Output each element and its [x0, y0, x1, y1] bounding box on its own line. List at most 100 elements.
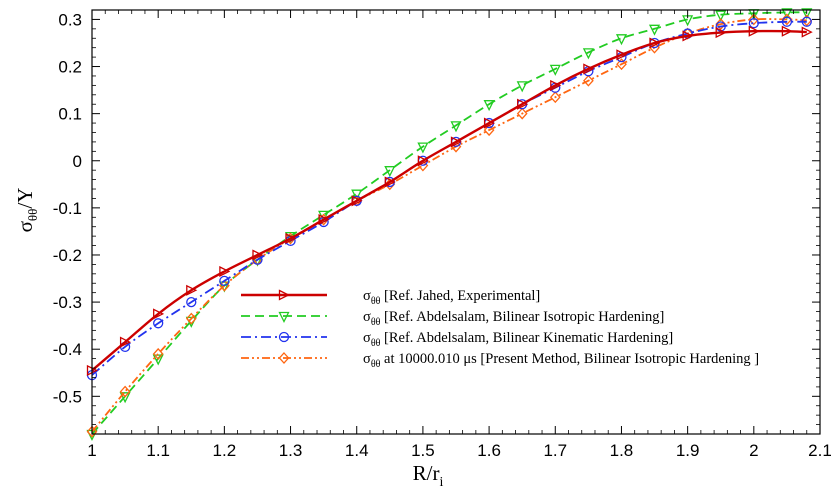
- y-tick-label: -0.1: [53, 199, 82, 218]
- x-tick-label: 1.6: [477, 441, 501, 460]
- x-tick-label: 2: [749, 441, 758, 460]
- data-point-jahed: [384, 176, 396, 188]
- legend-text: [Ref. Jahed, Experimental]: [380, 288, 540, 304]
- legend-symbol: σ: [363, 330, 371, 346]
- data-point-jahed: [781, 25, 793, 37]
- data-point-abd_iso: [582, 48, 594, 60]
- data-point-jahed: [219, 265, 231, 278]
- data-point-jahed: [483, 117, 496, 129]
- data-point-jahed: [417, 155, 429, 167]
- data-point-abd_iso: [483, 100, 495, 112]
- data-point-abd_iso: [648, 24, 661, 36]
- x-tick-label: 1.7: [543, 441, 567, 460]
- x-tick-label: 1: [87, 441, 96, 460]
- data-point-abd_kin: [186, 296, 197, 308]
- data-point-jahed: [351, 195, 363, 207]
- legend-symbol: σ: [363, 351, 371, 367]
- data-point-abd_iso: [516, 81, 528, 93]
- legend-subscript: θθ: [371, 296, 381, 307]
- x-axis-title: R/ri: [413, 461, 444, 490]
- data-point-abd_iso: [119, 392, 131, 404]
- data-point-jahed: [517, 98, 529, 110]
- legend-label-abd_iso: σθθ [Ref. Abdelsalam, Bilinear Isotropic…: [363, 309, 664, 328]
- data-point-present: [583, 74, 594, 87]
- legend-label-jahed: σθθ [Ref. Jahed, Experimental]: [363, 288, 540, 307]
- data-point-present: [185, 312, 197, 325]
- legend-marker-abd_kin: [278, 331, 290, 343]
- axes-layer: 1 1.1 1.2 1.3 1.4 1.5 1.6 1.7 1.8 1.9 2 2.1 -0.5 -0.4…: [53, 9, 832, 460]
- y-tick-label: 0: [73, 152, 82, 171]
- plot-frame: [91, 9, 821, 435]
- data-point-abd_iso: [715, 10, 727, 22]
- x-axis-title-sub: i: [439, 475, 443, 490]
- data-point-jahed: [450, 136, 462, 148]
- data-point-abd_iso: [781, 8, 793, 20]
- x-tick-label: 1.8: [610, 441, 634, 460]
- data-point-jahed: [801, 26, 813, 38]
- data-point-jahed: [318, 214, 330, 226]
- x-tick-label: 1.9: [676, 441, 700, 460]
- legend-label-abd_kin: σθθ [Ref. Abdelsalam, Bilinear Kinematic…: [363, 330, 673, 349]
- series-jahed: [86, 25, 813, 376]
- legend-marker-abd_iso: [278, 311, 290, 323]
- series-present: [86, 13, 813, 438]
- data-point-abd_kin: [781, 16, 793, 27]
- data-point-abd_kin: [801, 16, 812, 27]
- y-tick-label: 0.3: [58, 10, 82, 29]
- y-axis-title: σθθ/Y: [13, 188, 40, 233]
- data-point-abd_kin: [153, 318, 164, 329]
- data-point-present: [616, 58, 627, 71]
- x-axis-title-main: R/r: [413, 461, 440, 485]
- data-point-jahed: [616, 49, 628, 61]
- legend-label-present: σθθ at 10000.010 μs [Present Method, Bil…: [363, 351, 759, 370]
- y-axis-title-tail: /Y: [13, 188, 37, 209]
- y-axis-title-sub: θθ: [25, 209, 40, 221]
- legend-subscript: θθ: [371, 359, 381, 370]
- x-tick-label: 1.2: [213, 441, 237, 460]
- data-point-jahed: [252, 249, 264, 261]
- y-tick-label: -0.4: [53, 340, 82, 359]
- legend-subscript: θθ: [371, 338, 381, 349]
- data-point-abd_iso: [801, 8, 813, 20]
- data-point-present: [748, 13, 760, 26]
- data-point-present: [86, 425, 98, 438]
- x-tick-label: 1.3: [279, 441, 303, 460]
- data-point-present: [119, 385, 131, 398]
- data-point-jahed: [153, 308, 165, 320]
- y-tick-label: -0.2: [53, 246, 82, 265]
- data-point-abd_iso: [450, 121, 462, 133]
- y-tick-label: 0.1: [58, 105, 82, 124]
- data-point-jahed: [285, 232, 297, 245]
- data-point-jahed: [119, 336, 132, 348]
- data-point-present: [152, 347, 164, 360]
- legend-text: [Ref. Abdelsalam, Bilinear Isotropic Har…: [380, 309, 664, 325]
- data-point-jahed: [649, 37, 661, 49]
- legend-marker-present: [278, 352, 290, 364]
- data-point-abd_iso: [351, 189, 363, 201]
- x-tick-label: 2.1: [808, 441, 832, 460]
- x-tick-label: 1.1: [146, 441, 170, 460]
- y-tick-label: -0.3: [53, 293, 82, 312]
- data-point-jahed: [550, 79, 562, 91]
- series-abd_iso: [86, 8, 813, 441]
- data-point-abd_iso: [417, 142, 429, 154]
- data-point-present: [549, 91, 561, 104]
- y-tick-label: 0.2: [58, 58, 82, 77]
- legend-text: at 10000.010 μs [Present Method, Bilinea…: [380, 351, 759, 367]
- legend-symbol: σ: [363, 288, 371, 304]
- data-point-abd_iso: [615, 34, 628, 46]
- legend-subscript: θθ: [371, 317, 381, 328]
- data-point-jahed: [186, 284, 198, 296]
- data-point-present: [516, 107, 528, 120]
- series-line-jahed: [91, 29, 807, 372]
- data-point-abd_iso: [384, 166, 396, 178]
- x-tick-label: 1.4: [345, 441, 369, 460]
- data-point-abd_iso: [549, 64, 561, 76]
- data-point-present: [483, 124, 495, 137]
- legend-text: [Ref. Abdelsalam, Bilinear Kinematic Har…: [380, 330, 673, 346]
- y-axis-title-main: σ: [13, 221, 37, 232]
- series-abd_kin: [86, 16, 812, 381]
- data-point-abd_kin: [219, 275, 230, 287]
- data-point-abd_kin: [748, 18, 759, 29]
